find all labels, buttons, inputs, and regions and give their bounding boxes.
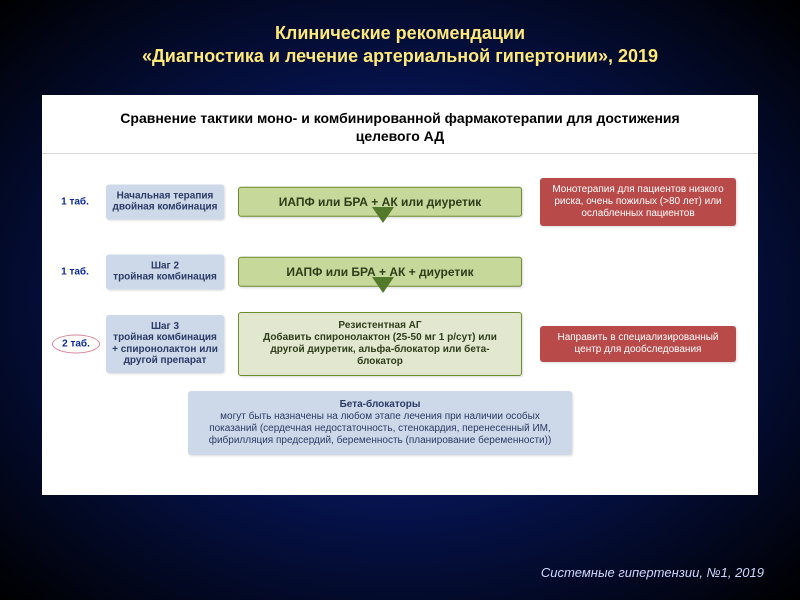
title-line-1: Клинические рекомендации — [275, 23, 525, 43]
slide: Клинические рекомендации «Диагностика и … — [0, 0, 800, 600]
step-box-2: Шаг 2 тройная комбинация — [106, 254, 224, 289]
down-arrow-icon-2 — [372, 277, 394, 293]
title-line-2: «Диагностика и лечение артериальной гипе… — [142, 46, 658, 66]
tablet-count-1: 1 таб. — [52, 196, 98, 207]
tablet-count-2: 1 таб. — [52, 266, 98, 277]
tablet-count-3: 2 таб. — [52, 334, 100, 353]
citation: Системные гипертензии, №1, 2019 — [541, 565, 764, 580]
panel-title: Сравнение тактики моно- и комбинированно… — [42, 95, 758, 154]
side-box-1: Монотерапия для пациентов низкого риска,… — [540, 178, 736, 226]
step-box-1: Начальная терапия двойная комбинация — [106, 184, 224, 219]
slide-title: Клинические рекомендации «Диагностика и … — [0, 0, 800, 69]
step-box-3: Шаг 3 тройная комбинация + спиронолактон… — [106, 315, 224, 373]
down-arrow-icon-1 — [372, 207, 394, 223]
beta-blockers-note: Бета-блокаторымогут быть назначены на лю… — [188, 391, 572, 455]
beta-blockers-title: Бета-блокаторы — [202, 399, 558, 411]
content-panel: Сравнение тактики моно- и комбинированно… — [42, 95, 758, 495]
flow-row-3: 2 таб.Шаг 3 тройная комбинация + спироно… — [42, 319, 758, 369]
main-box-3: Резистентная АГ Добавить спиронолактон (… — [238, 312, 522, 376]
side-box-3: Направить в специализированный центр для… — [540, 326, 736, 362]
flow-row-2: 1 таб.Шаг 2 тройная комбинацияИАПФ или Б… — [42, 247, 758, 297]
flow-row-1: 1 таб. Начальная терапия двойная комбинац… — [42, 177, 758, 227]
beta-blockers-body: могут быть назначены на любом этапе лече… — [202, 411, 558, 447]
